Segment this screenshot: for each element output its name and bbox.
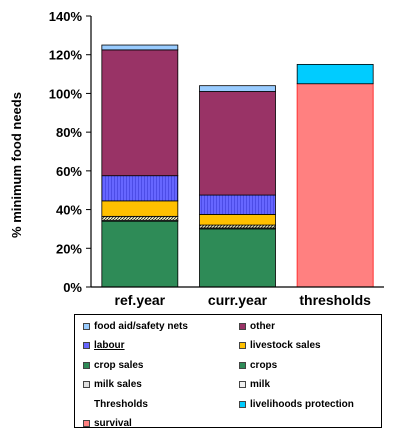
y-tick-label: 0% xyxy=(63,280,82,295)
legend-swatch xyxy=(83,361,90,369)
bar-segment-livestock-sales xyxy=(199,214,276,226)
bar-segment-livestock-sales xyxy=(101,200,179,217)
bar-segment-livelihoods-protection xyxy=(296,63,374,85)
legend-label: livelihoods protection xyxy=(250,398,354,410)
legend-item: labour xyxy=(83,339,125,353)
legend-swatch xyxy=(83,419,90,427)
legend-swatch xyxy=(83,401,90,408)
stacked-bar-chart: 0% 20% 40% 60% 80% 100% 120% 140% ref.year curr.… xyxy=(9,9,384,308)
legend-label: livestock sales xyxy=(250,340,321,351)
legend-swatch xyxy=(83,322,90,330)
legend-swatch xyxy=(239,400,246,408)
legend-label: labour xyxy=(94,340,125,351)
x-category-label: ref.year xyxy=(115,292,166,308)
bar-segment-labour xyxy=(101,175,179,202)
bar-segment-labour xyxy=(199,194,276,215)
x-category-label: thresholds xyxy=(299,292,371,308)
bar-segment-food-aid-safety-nets xyxy=(101,44,179,51)
legend-label: other xyxy=(250,320,275,332)
legend-item: other xyxy=(239,319,275,333)
bar-segment-other xyxy=(101,49,179,177)
legend-item: milk sales xyxy=(83,378,142,392)
y-tick-label: 120% xyxy=(49,48,83,63)
y-tick-label: 60% xyxy=(56,164,82,179)
bar-segment-other xyxy=(199,91,276,196)
chart-legend: food aid/safety nets other labour livestock… xyxy=(74,314,382,430)
legend-label: survival xyxy=(94,417,132,429)
legend-item: crop sales xyxy=(83,358,143,372)
legend-swatch xyxy=(239,342,246,349)
y-tick-label: 40% xyxy=(56,203,82,218)
bar-segment-food-aid-safety-nets xyxy=(199,85,276,92)
legend-label: crops xyxy=(250,359,278,371)
y-tick-label: 80% xyxy=(56,125,82,140)
y-tick-label: 20% xyxy=(56,241,82,256)
bar-segment-milk-sales xyxy=(101,215,179,221)
y-tick-label: 100% xyxy=(49,86,83,101)
y-tick-label: 140% xyxy=(49,9,83,24)
legend-label: milk sales xyxy=(94,379,142,390)
legend-label: food aid/safety nets xyxy=(94,320,188,332)
legend-label: milk xyxy=(250,379,271,390)
bar-segment-crops xyxy=(101,220,179,288)
legend-swatch xyxy=(83,381,90,388)
bar-segment-milk-sales xyxy=(199,224,276,229)
bar-segment-crops xyxy=(199,228,276,288)
legend-label: crop sales xyxy=(94,359,144,371)
legend-swatch xyxy=(239,361,246,369)
y-axis-label: % minimum food needs xyxy=(9,92,24,238)
legend-item: survival xyxy=(83,416,132,430)
legend-item: livestock sales xyxy=(239,339,321,353)
legend-item: milk xyxy=(239,378,270,392)
legend-swatch xyxy=(239,381,246,388)
legend-label: Thresholds xyxy=(94,398,148,410)
legend-item: livelihoods protection xyxy=(239,397,354,411)
legend-item: Thresholds xyxy=(83,397,148,411)
bar-segment-survival xyxy=(296,83,374,288)
legend-item: crops xyxy=(239,358,277,372)
legend-swatch xyxy=(239,322,246,330)
x-category-label: curr.year xyxy=(208,292,268,308)
legend-swatch xyxy=(83,342,90,349)
legend-item: food aid/safety nets xyxy=(83,319,188,333)
